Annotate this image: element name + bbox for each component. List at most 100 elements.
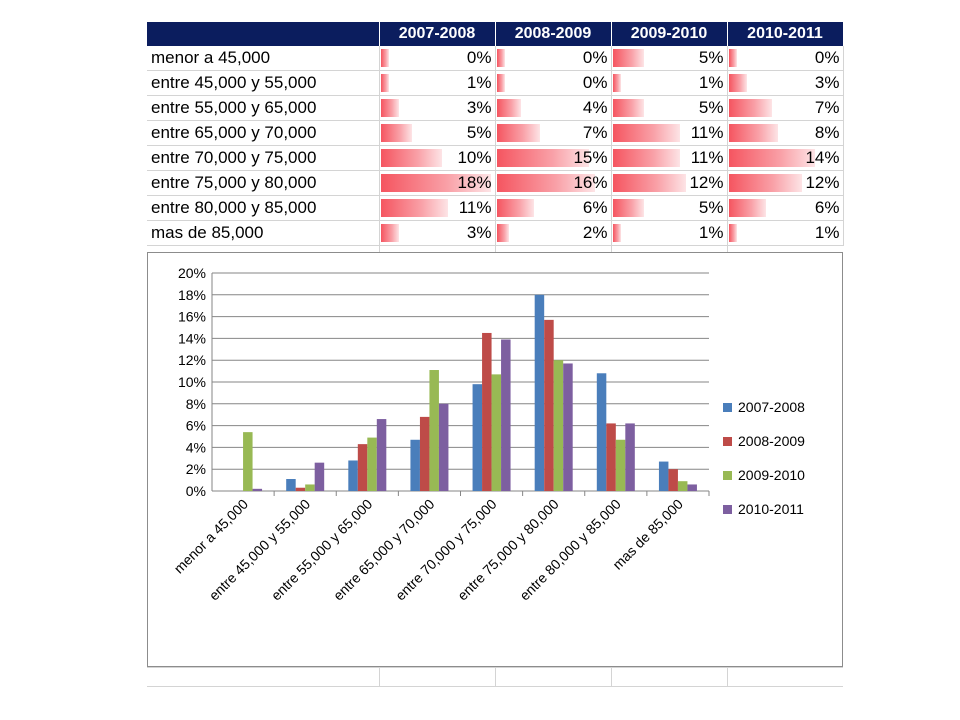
data-bar [380,49,389,67]
table-row: entre 80,000 y 85,000 11% 6% 5% 6% [147,195,844,221]
value-cell[interactable]: 16% [495,170,612,196]
data-bar [612,49,644,67]
cell-value: 12% [689,173,724,192]
row-label[interactable]: mas de 85,000 [147,220,380,246]
cell-value: 3% [814,73,840,92]
y-tick-label: 18% [178,287,206,303]
value-cell[interactable]: 14% [727,145,844,171]
bar-2009-2010 [553,360,564,491]
bar-2008-2009 [295,487,306,491]
cell-value: 12% [805,173,840,192]
row-label[interactable]: entre 65,000 y 70,000 [147,120,380,146]
bar-2010-2011 [314,462,325,491]
value-cell[interactable]: 0% [495,70,612,96]
value-cell[interactable]: 12% [727,170,844,196]
value-cell[interactable]: 11% [379,195,496,221]
empty-cell [612,668,728,686]
value-cell[interactable]: 6% [727,195,844,221]
header-corner [147,22,380,46]
bar-2009-2010 [305,484,315,491]
data-bar [380,149,442,167]
y-tick-label: 10% [178,374,206,390]
value-cell[interactable]: 12% [611,170,728,196]
legend-label: 2008-2009 [738,433,805,449]
data-bar [496,49,505,67]
bar-2009-2010 [615,439,626,491]
table-row: entre 55,000 y 65,000 3% 4% 5% 7% [147,95,844,121]
y-tick-label: 4% [186,439,206,455]
cell-value: 18% [457,173,492,192]
data-bar [728,224,737,242]
cell-value: 0% [582,48,608,67]
empty-cell [612,246,728,252]
legend-label: 2010-2011 [738,501,804,517]
y-tick-label: 20% [178,265,206,281]
spreadsheet: 2007-2008 2008-2009 2009-2010 2010-2011 … [147,22,844,687]
row-label[interactable]: entre 55,000 y 65,000 [147,95,380,121]
data-bar [496,74,505,92]
value-cell[interactable]: 15% [495,145,612,171]
column-header[interactable]: 2008-2009 [495,22,612,46]
bar-2010-2011 [563,363,573,491]
cell-value: 1% [698,223,724,242]
cell-value: 3% [466,98,492,117]
value-cell[interactable]: 7% [495,120,612,146]
value-cell[interactable]: 18% [379,170,496,196]
value-cell[interactable]: 1% [379,70,496,96]
value-cell[interactable]: 11% [611,120,728,146]
value-cell[interactable]: 5% [379,120,496,146]
value-cell[interactable]: 1% [727,220,844,246]
value-cell[interactable]: 5% [611,95,728,121]
value-cell[interactable]: 11% [611,145,728,171]
value-cell[interactable]: 3% [379,95,496,121]
data-bar [496,149,589,167]
data-bar [612,224,621,242]
bar-2009-2010 [243,432,253,491]
value-cell[interactable]: 7% [727,95,844,121]
empty-cell [380,246,496,252]
chart-area[interactable]: 0% 2% 4% 6% 8% 10% 12% 14% 16% 18% 20% menor a 45,0… [147,252,843,667]
cell-value: 4% [582,98,608,117]
data-bar [612,149,680,167]
column-header[interactable]: 2010-2011 [727,22,844,46]
value-cell[interactable]: 0% [727,46,844,71]
data-bar [728,49,737,67]
column-header[interactable]: 2007-2008 [379,22,496,46]
bar-2008-2009 [357,444,368,491]
value-cell[interactable]: 3% [379,220,496,246]
value-cell[interactable]: 5% [611,195,728,221]
data-bar [612,99,644,117]
column-header[interactable]: 2009-2010 [611,22,728,46]
value-cell[interactable]: 0% [379,46,496,71]
bar-2009-2010 [677,481,688,491]
cell-value: 11% [690,123,724,142]
value-cell[interactable]: 4% [495,95,612,121]
row-label[interactable]: entre 80,000 y 85,000 [147,195,380,221]
table-row: mas de 85,000 3% 2% 1% 1% [147,220,844,246]
value-cell[interactable]: 0% [495,46,612,71]
bar-chart: 0%2%4%6%8%10%12%14%16%18%20%menor a 45,0… [171,265,806,603]
data-bar [380,99,399,117]
value-cell[interactable]: 5% [611,46,728,71]
cell-value: 6% [814,198,840,217]
cell-value: 0% [466,48,492,67]
table-row: entre 70,000 y 75,000 10% 15% 11% 14% [147,145,844,171]
value-cell[interactable]: 1% [611,70,728,96]
row-label[interactable]: entre 45,000 y 55,000 [147,70,380,96]
data-bar [612,199,644,217]
row-label[interactable]: menor a 45,000 [147,46,380,71]
value-cell[interactable]: 6% [495,195,612,221]
row-label[interactable]: entre 75,000 y 80,000 [147,170,380,196]
data-bar [380,124,412,142]
value-cell[interactable]: 3% [727,70,844,96]
bar-2008-2009 [606,423,616,491]
value-cell[interactable]: 10% [379,145,496,171]
legend-swatch [723,437,732,446]
row-label[interactable]: entre 70,000 y 75,000 [147,145,380,171]
value-cell[interactable]: 2% [495,220,612,246]
bar-2007-2008 [596,373,607,491]
value-cell[interactable]: 8% [727,120,844,146]
cell-value: 15% [573,148,608,167]
bar-2010-2011 [501,339,511,491]
value-cell[interactable]: 1% [611,220,728,246]
